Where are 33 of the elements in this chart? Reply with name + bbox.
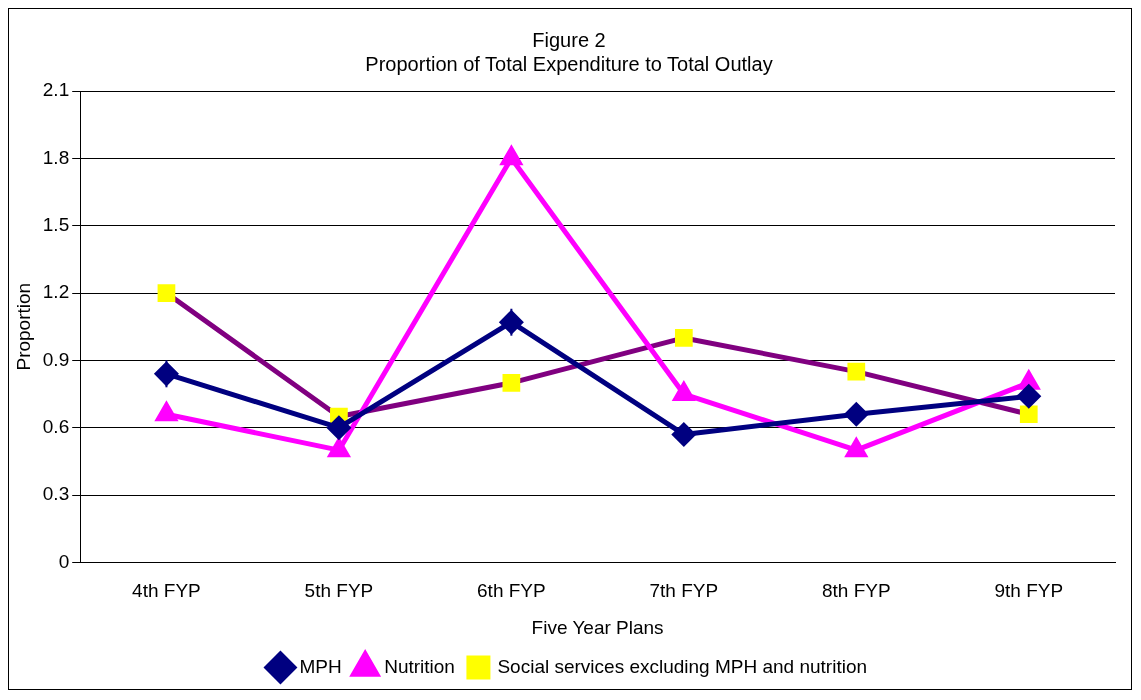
x-tick-label: 8th FYP bbox=[821, 580, 891, 602]
point bbox=[844, 402, 868, 426]
x-tick-label: 6th FYP bbox=[477, 580, 546, 602]
y-tick-label: 0.9 bbox=[42, 348, 70, 370]
y-tick-label: 1.5 bbox=[42, 213, 70, 235]
chart-title: Figure 2 bbox=[532, 28, 606, 51]
y-tick-label: 0.6 bbox=[42, 415, 70, 437]
x-tick-label: 7th FYP bbox=[649, 580, 719, 602]
point bbox=[154, 362, 178, 386]
y-tick-label: 1.8 bbox=[42, 146, 70, 168]
y-tick-label: 2.1 bbox=[42, 79, 70, 101]
point bbox=[326, 438, 351, 458]
point bbox=[157, 284, 176, 302]
x-axis-title: Five Year Plans bbox=[531, 616, 664, 638]
point bbox=[327, 416, 351, 440]
point bbox=[1019, 405, 1038, 424]
y-tick-label: 1.2 bbox=[42, 281, 70, 303]
legend-label: Social services excluding MPH and nutrition bbox=[497, 655, 868, 677]
point bbox=[672, 422, 696, 446]
y-tick-label: 0 bbox=[58, 550, 70, 572]
legend-label: Nutrition bbox=[384, 655, 455, 677]
x-tick-label: 4th FYP bbox=[132, 580, 201, 602]
legend-label: MPH bbox=[299, 655, 342, 677]
point bbox=[674, 329, 693, 347]
point bbox=[847, 362, 866, 381]
point bbox=[502, 373, 521, 392]
point bbox=[499, 310, 523, 334]
y-tick-label: 0.3 bbox=[42, 483, 70, 505]
chart-subtitle: Proportion of Total Expenditure to Total Outlay bbox=[365, 52, 773, 75]
x-tick-label: 5th FYP bbox=[304, 580, 374, 602]
x-tick-label: 9th FYP bbox=[994, 580, 1064, 602]
y-axis-title: Proportion bbox=[12, 282, 34, 371]
point bbox=[1017, 384, 1041, 408]
